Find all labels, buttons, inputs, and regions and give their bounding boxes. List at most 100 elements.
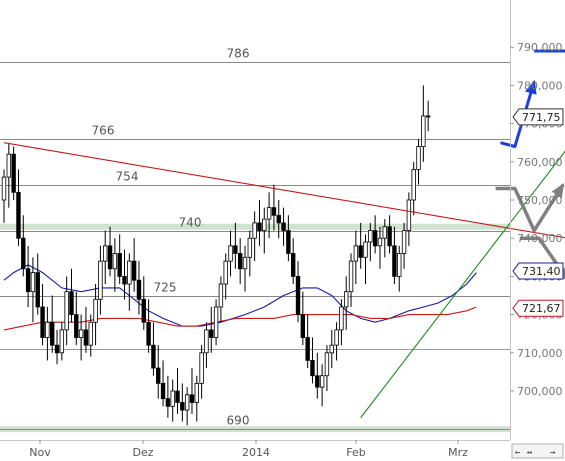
candle-body xyxy=(300,314,306,338)
candle-body xyxy=(151,344,156,369)
candle xyxy=(127,253,132,311)
candle-body xyxy=(69,291,74,315)
candle-body xyxy=(271,207,277,216)
candle-body xyxy=(40,306,45,338)
candle xyxy=(11,146,16,200)
candle-body xyxy=(281,222,286,231)
candle-body xyxy=(59,329,65,354)
moving-average-red xyxy=(3,306,477,331)
candle-body xyxy=(189,394,195,403)
candle xyxy=(209,306,214,353)
candle-body xyxy=(406,199,412,231)
candle-body xyxy=(358,245,363,258)
candle xyxy=(348,253,354,307)
candlesticks xyxy=(1,85,431,426)
price-tags: 771,75 731,40 721,67 xyxy=(512,108,564,317)
downtrend-line xyxy=(3,142,565,239)
y-tick-label: 740,000 xyxy=(517,232,563,245)
candle xyxy=(35,253,40,315)
candle-body xyxy=(160,382,166,400)
candle-body xyxy=(25,268,31,293)
candle xyxy=(189,368,195,414)
candle xyxy=(21,215,26,277)
price-tag-box xyxy=(512,108,564,126)
candle-body xyxy=(180,402,185,411)
candle xyxy=(281,207,286,246)
candle-body xyxy=(1,176,7,201)
x-tick-label: Nov xyxy=(29,446,51,459)
y-tick-label: 700,000 xyxy=(517,385,563,398)
candle-body xyxy=(131,260,137,281)
candle xyxy=(233,222,238,269)
candle-body xyxy=(127,260,132,285)
candle xyxy=(262,207,267,254)
candle xyxy=(54,329,60,365)
candle-body xyxy=(310,360,315,377)
candle-body xyxy=(411,169,416,201)
candle-body xyxy=(257,222,262,231)
scroll-nav[interactable]: ← ↔ → xyxy=(511,443,564,459)
moving-average-blue xyxy=(3,264,477,327)
candle xyxy=(401,222,407,269)
candle xyxy=(228,230,233,277)
candle-body xyxy=(136,279,142,300)
candle xyxy=(377,226,383,269)
candle xyxy=(242,245,248,292)
candle xyxy=(30,257,36,323)
candle-body xyxy=(233,245,238,254)
y-tick-label: 750,000 xyxy=(517,194,563,207)
candle xyxy=(397,245,402,292)
candle xyxy=(83,306,89,353)
price-tag-label: 721,67 xyxy=(522,302,561,315)
candle-body xyxy=(237,253,243,270)
candle xyxy=(160,360,166,407)
candle xyxy=(204,322,209,369)
candle-body xyxy=(339,306,344,331)
candle-body xyxy=(262,218,267,231)
candle-body xyxy=(16,191,21,239)
candle xyxy=(45,306,50,361)
scroll-expand-icon[interactable]: ↔ xyxy=(527,448,533,458)
candle xyxy=(353,230,359,285)
scroll-left-icon[interactable]: ← xyxy=(515,448,521,458)
candle xyxy=(392,226,397,285)
candle xyxy=(300,291,306,346)
candle-body xyxy=(194,382,199,403)
candle-body xyxy=(372,230,378,247)
y-tick-label: 790,000 xyxy=(517,41,563,54)
candle-body xyxy=(170,390,175,407)
candle xyxy=(117,234,122,285)
scroll-right-icon[interactable]: → xyxy=(550,448,556,458)
candle xyxy=(141,276,146,330)
candle xyxy=(213,299,219,346)
candle-body xyxy=(334,329,339,346)
level-label-725: 725 xyxy=(154,281,177,295)
candle-body xyxy=(93,298,98,323)
candle xyxy=(363,234,368,285)
candle-body xyxy=(204,329,209,354)
candle xyxy=(59,322,65,361)
candle-body xyxy=(363,241,368,258)
candle-body xyxy=(11,153,16,193)
candle-body xyxy=(286,230,291,254)
trend-lines xyxy=(3,142,565,419)
candle xyxy=(16,169,21,246)
candle xyxy=(290,238,296,285)
candle-body xyxy=(209,329,214,338)
candle xyxy=(165,375,171,418)
candle xyxy=(339,299,344,346)
candle-body xyxy=(45,321,50,338)
candle xyxy=(156,345,161,399)
candle xyxy=(40,284,45,346)
level-label-754: 754 xyxy=(116,170,139,184)
price-tag-0: 771,75 xyxy=(512,108,564,126)
scenario-arrow-0 xyxy=(500,81,536,148)
price-tag-box xyxy=(512,262,564,280)
candle xyxy=(237,238,243,285)
candle xyxy=(74,291,79,346)
candle xyxy=(78,314,84,361)
candle-body xyxy=(348,260,354,293)
candle xyxy=(170,379,175,422)
scroll-nav-box[interactable] xyxy=(511,443,564,459)
y-axis: 790,000780,000770,000760,000750,000740,0… xyxy=(510,41,563,398)
